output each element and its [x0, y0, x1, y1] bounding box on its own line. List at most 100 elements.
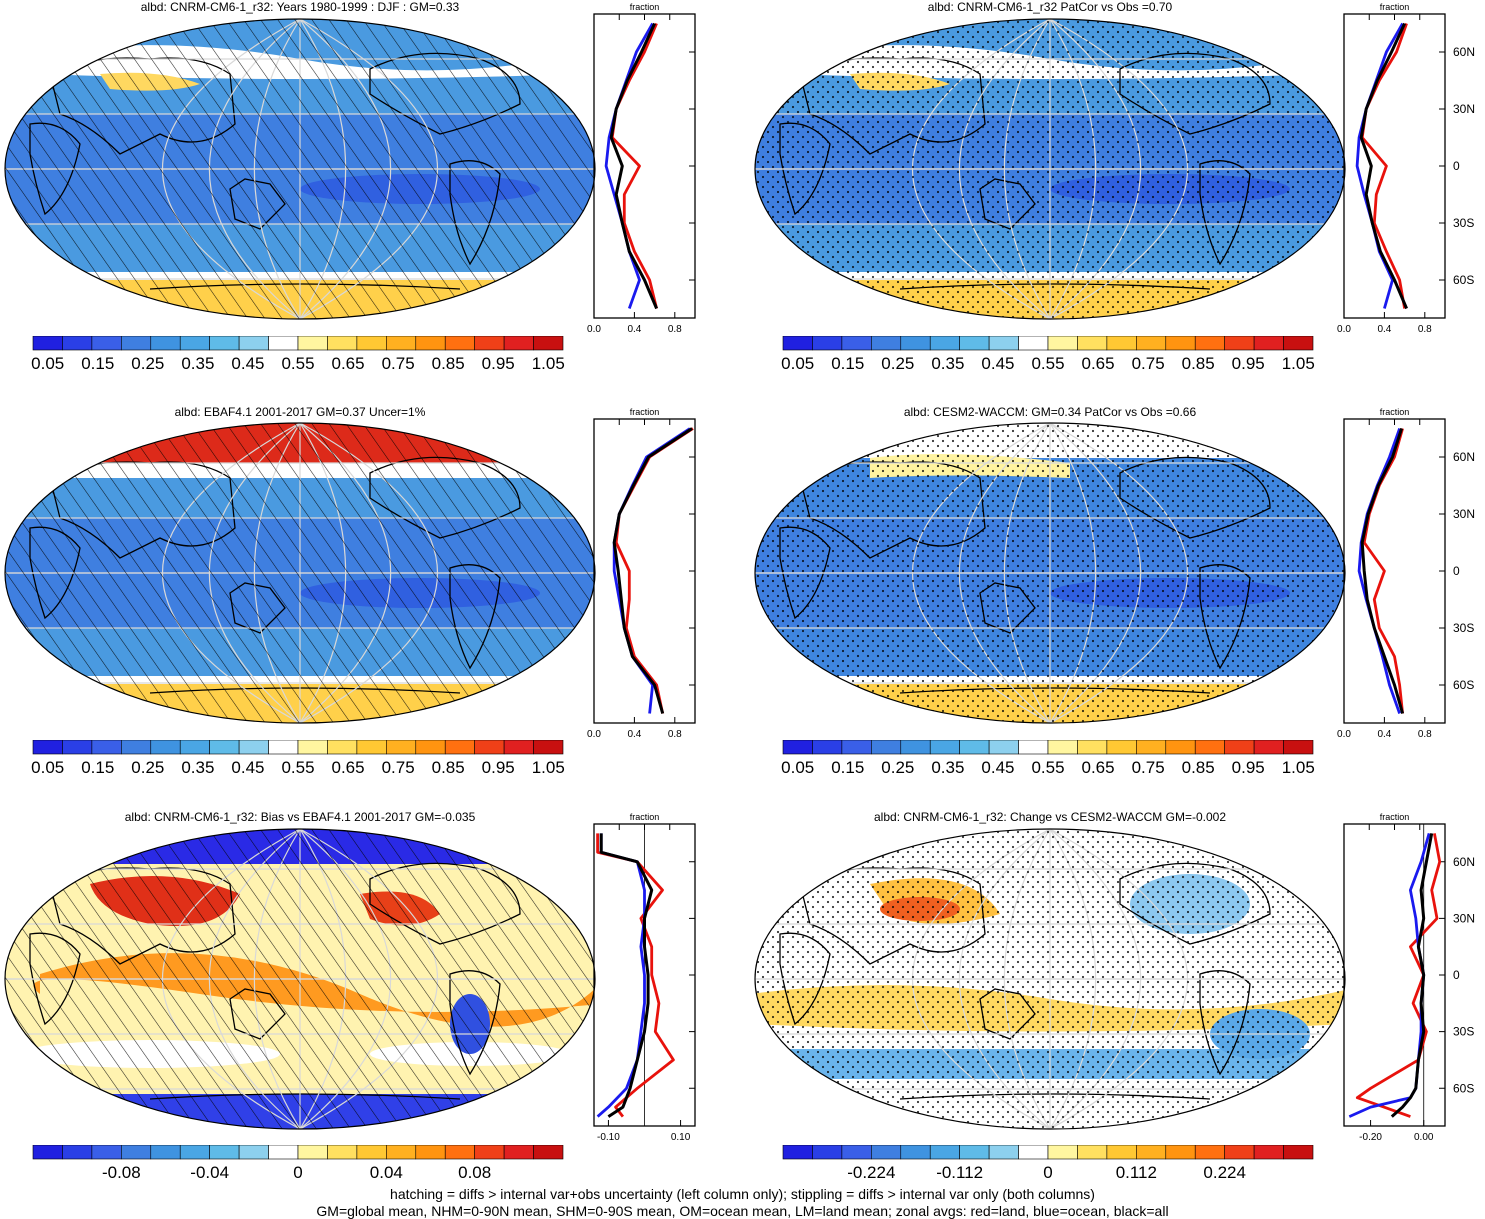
zonal-line-land	[610, 22, 658, 309]
colorbar-swatch	[32, 740, 63, 755]
colorbar-swatch	[1077, 740, 1108, 755]
colorbar-label: 0.75	[1132, 354, 1165, 373]
colorbar-swatch	[1253, 336, 1284, 351]
zonal-line-all	[1360, 428, 1405, 714]
zonal-lat-tick-label: 0	[1453, 159, 1460, 173]
zonal-x-tick-label: -0.10	[597, 1132, 620, 1143]
map-border	[754, 828, 1346, 1130]
colorbar-swatch	[929, 1145, 960, 1160]
colorbar-label: 0.55	[1031, 354, 1064, 373]
colorbar-label: 0.35	[181, 354, 214, 373]
colorbar-1: 0.05 0.15 0.25 0.35 0.45 0.55 0.65 0.75 0.85 0.95…	[31, 336, 565, 373]
zonal-line-all	[1359, 22, 1408, 310]
colorbar-swatch	[356, 336, 387, 351]
colorbar-label: 0.65	[1082, 354, 1115, 373]
zonal-axis-label: fraction	[1380, 812, 1410, 822]
zonal-x-tick-label: 0.8	[668, 729, 682, 740]
zonal-x-tick-label: 0.4	[1377, 729, 1391, 740]
map-panel-5	[4, 828, 596, 1130]
colorbar-swatch	[1018, 336, 1049, 351]
colorbar-label: 0.15	[81, 354, 114, 373]
zonal-lat-tick-label: 60S	[1453, 678, 1474, 692]
zonal-line-ocean	[596, 833, 646, 1118]
colorbar-swatch	[356, 740, 387, 755]
zonal-lat-tick-label: 60S	[1453, 1081, 1474, 1095]
colorbar-swatch	[327, 336, 358, 351]
colorbar-swatch	[900, 336, 931, 351]
colorbar-label: 0.15	[831, 758, 864, 777]
colorbar-label: -0.224	[847, 1163, 895, 1182]
colorbar-swatch	[62, 336, 93, 351]
colorbar-label: 0.85	[1182, 354, 1215, 373]
colorbar-label: 0.75	[382, 758, 415, 777]
colorbar-swatch	[1194, 336, 1225, 351]
colorbar-swatch	[1253, 740, 1284, 755]
colorbar-label: 0.45	[231, 354, 264, 373]
colorbar-swatch	[959, 1145, 990, 1160]
stippling-overlay	[755, 423, 1345, 723]
colorbar-swatch	[1136, 336, 1167, 351]
colorbar-swatch	[988, 740, 1019, 755]
panel-title: albd: CESM2-WACCM: GM=0.34 PatCor vs Obs…	[903, 405, 1197, 419]
hatching-overlay	[5, 19, 595, 319]
colorbar-swatch	[62, 1145, 93, 1160]
colorbar-label: 0	[1043, 1163, 1052, 1182]
colorbar-label: 0.55	[281, 758, 314, 777]
colorbar-label: 1.05	[1282, 758, 1315, 777]
colorbar-label: 0.35	[931, 758, 964, 777]
colorbar-label: 0.25	[881, 354, 914, 373]
zonal-axis-label: fraction	[630, 812, 660, 822]
zonal-line-land	[1360, 23, 1408, 309]
colorbar-swatch	[1283, 1145, 1314, 1160]
colorbar-swatch	[812, 336, 843, 351]
colorbar-swatch	[533, 740, 564, 755]
colorbar-label: 0.45	[981, 354, 1014, 373]
colorbar-swatch	[327, 1145, 358, 1160]
colorbar-swatch	[503, 1145, 534, 1160]
colorbar-swatch	[209, 336, 240, 351]
zonal-frame	[1343, 13, 1446, 319]
colorbar-swatch	[444, 1145, 475, 1160]
colorbar-swatch	[238, 336, 269, 351]
colorbar-label: 0.08	[458, 1163, 491, 1182]
colorbar-label: 0.25	[131, 354, 164, 373]
panel-title: albd: CNRM-CM6-1_r32: Years 1980-1999 : …	[140, 0, 460, 14]
colorbar-swatch	[1018, 740, 1049, 755]
colorbar-swatch	[871, 1145, 902, 1160]
colorbar-label: 0.05	[781, 758, 814, 777]
stippling-overlay	[755, 829, 1345, 1129]
zonal-lat-tick-label: 0	[1453, 968, 1460, 982]
zonal-line-all	[609, 22, 658, 310]
colorbar-label: 0.65	[332, 758, 365, 777]
colorbar-label: 0.15	[831, 354, 864, 373]
colorbar-label: 0.85	[432, 758, 465, 777]
colorbar-swatch	[900, 1145, 931, 1160]
map-border	[754, 422, 1346, 724]
colorbar-swatch	[841, 740, 872, 755]
colorbar-swatch	[415, 740, 446, 755]
zonal-axis-label: fraction	[1380, 407, 1410, 417]
colorbar-swatch	[1047, 1145, 1078, 1160]
zonal-lat-tick-label: 30S	[1453, 1025, 1474, 1039]
colorbar-swatch	[32, 336, 63, 351]
colorbar-swatch	[150, 336, 181, 351]
colorbar-label: 0.04	[370, 1163, 403, 1182]
colorbar-label: 0.55	[281, 354, 314, 373]
colorbar-label: 0.55	[1031, 758, 1064, 777]
zonal-line-land	[596, 833, 675, 1118]
hatching-overlay	[5, 829, 595, 1129]
colorbar-swatch	[988, 336, 1019, 351]
colorbar-label: -0.04	[190, 1163, 229, 1182]
zonal-lat-tick-label: 30N	[1453, 102, 1475, 116]
colorbar-swatch	[1224, 1145, 1255, 1160]
hatching-overlay	[5, 423, 595, 723]
colorbar-swatch	[415, 1145, 446, 1160]
zonal-x-tick-label: 0.0	[587, 324, 601, 335]
colorbar-swatch	[121, 336, 152, 351]
zonal-line-all	[599, 833, 654, 1118]
colorbar-label: 0.35	[931, 354, 964, 373]
zonal-x-tick-label: 0.00	[1414, 1132, 1434, 1143]
map-panel-1	[4, 18, 596, 320]
map-panel-6	[754, 828, 1346, 1130]
